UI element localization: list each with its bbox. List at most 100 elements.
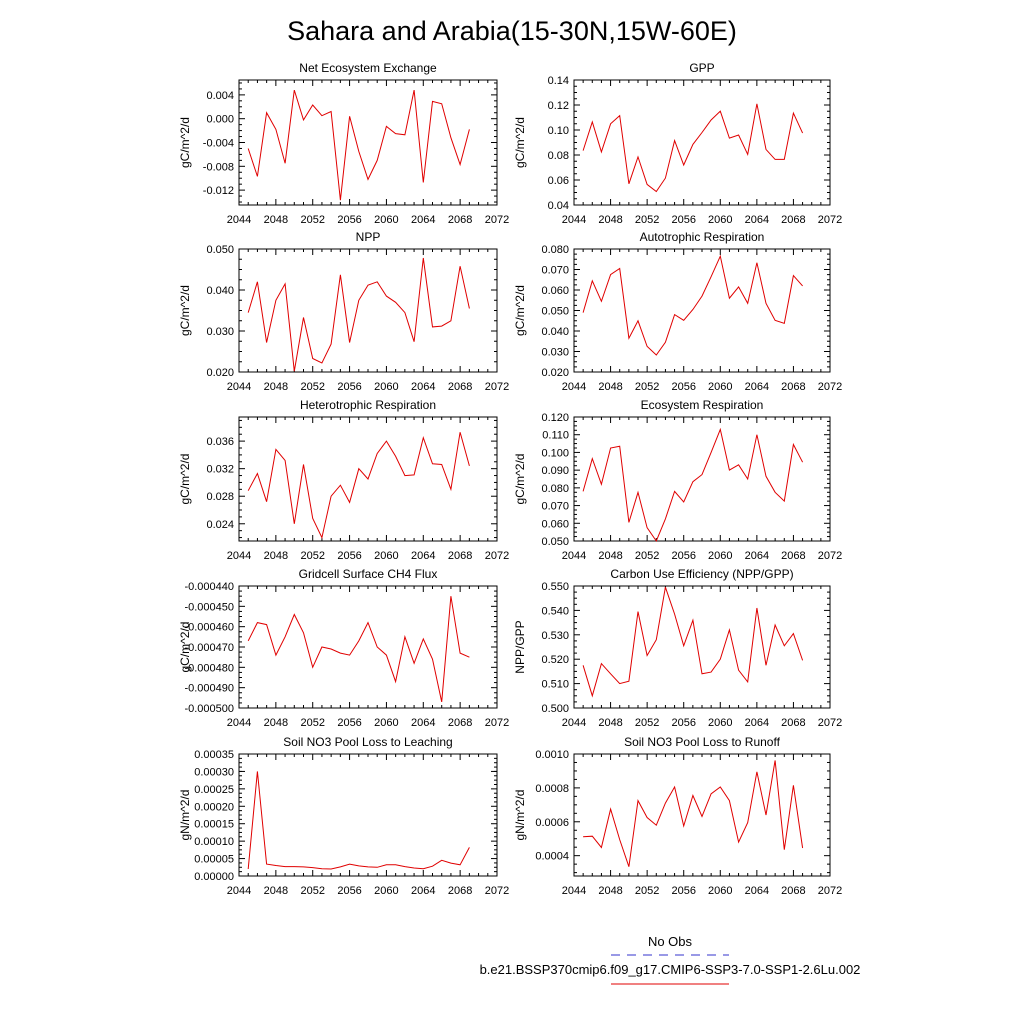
x-tick-label: 2048 <box>598 885 622 897</box>
y-axis-label: gC/m^2/d <box>178 117 192 168</box>
panel-carbon-use-efficiency-npp-gpp: Carbon Use Efficiency (NPP/GPP) NPP/GPP 20… <box>513 567 842 729</box>
y-tick-label: 0.040 <box>541 326 569 338</box>
x-tick-label: 2056 <box>337 214 361 226</box>
x-tick-label: 2064 <box>745 550 769 562</box>
plot-frame <box>573 585 831 709</box>
y-tick-label: 0.00020 <box>194 801 234 813</box>
panel-title: Soil NO3 Pool Loss to Runoff <box>624 735 781 749</box>
plot-frame <box>573 248 831 373</box>
plot-frame <box>573 79 831 206</box>
y-tick-label: 0.0004 <box>535 851 569 863</box>
series-line <box>583 760 804 867</box>
x-tick-label: 2068 <box>781 381 805 393</box>
x-tick-label: 2044 <box>562 214 586 226</box>
y-tick-label: -0.004 <box>203 138 234 150</box>
y-tick-label: 0.050 <box>206 244 234 256</box>
y-tick-label: 0.00030 <box>194 766 234 778</box>
x-tick-label: 2064 <box>745 214 769 226</box>
y-tick-label: 0.10 <box>548 125 569 137</box>
series-line <box>582 427 804 543</box>
x-tick-label: 2068 <box>448 717 472 729</box>
series-line <box>247 596 470 703</box>
panel-title: NPP <box>356 230 381 244</box>
plot-frame <box>238 585 498 709</box>
x-tick-label: 2060 <box>708 717 732 729</box>
y-tick-label: -0.000450 <box>184 601 234 613</box>
x-tick-label: 2060 <box>708 214 732 226</box>
y-tick-label: 0.0010 <box>535 749 569 761</box>
y-tick-label: -0.012 <box>203 185 234 197</box>
y-tick-label: 0.080 <box>541 483 569 495</box>
x-tick-label: 2056 <box>337 550 361 562</box>
x-tick-label: 2052 <box>300 717 324 729</box>
x-tick-label: 2056 <box>671 550 695 562</box>
legend-label-model-run: b.e21.BSSP370cmip6.f09_g17.CMIP6-SSP3-7.… <box>480 962 861 977</box>
x-tick-label: 2068 <box>781 214 805 226</box>
x-tick-label: 2060 <box>708 550 732 562</box>
y-axis-label: gC/m^2/d <box>513 285 527 336</box>
x-tick-label: 2052 <box>635 717 659 729</box>
x-tick-label: 2072 <box>818 717 842 729</box>
legend: No Obs b.e21.BSSP370cmip6.f09_g17.CMIP6-… <box>480 934 861 985</box>
plot-frame <box>238 248 498 373</box>
x-tick-label: 2048 <box>598 550 622 562</box>
x-tick-label: 2072 <box>485 717 509 729</box>
y-axis-label: gN/m^2/d <box>178 790 192 841</box>
y-tick-label: 0.12 <box>548 100 569 112</box>
x-tick-label: 2052 <box>300 550 324 562</box>
x-tick-label: 2060 <box>708 381 732 393</box>
y-tick-label: 0.060 <box>541 518 569 530</box>
x-tick-label: 2056 <box>337 717 361 729</box>
y-tick-label: 0.020 <box>206 367 234 379</box>
x-tick-label: 2056 <box>671 214 695 226</box>
x-tick-label: 2064 <box>411 550 435 562</box>
y-tick-label: 0.100 <box>541 447 569 459</box>
x-tick-label: 2044 <box>227 717 251 729</box>
series-line <box>247 89 470 201</box>
x-tick-label: 2060 <box>374 885 398 897</box>
series-line <box>247 257 470 372</box>
x-tick-label: 2072 <box>818 214 842 226</box>
x-tick-label: 2048 <box>264 214 288 226</box>
panel-title: Ecosystem Respiration <box>641 398 764 412</box>
x-tick-label: 2068 <box>448 381 472 393</box>
x-tick-label: 2060 <box>374 717 398 729</box>
y-tick-label: 0.14 <box>548 75 569 87</box>
panel-soil-no3-pool-loss-to-runoff: Soil NO3 Pool Loss to Runoff gN/m^2/d 2044… <box>513 735 842 897</box>
y-tick-label: 0.00010 <box>194 836 234 848</box>
y-tick-label: 0.00015 <box>194 819 234 831</box>
x-tick-label: 2048 <box>598 717 622 729</box>
series-line <box>247 432 470 540</box>
y-tick-label: -0.000470 <box>184 642 234 654</box>
panel-net-ecosystem-exchange: Net Ecosystem Exchange gC/m^2/d 2044 2048 20… <box>178 61 509 226</box>
x-tick-label: 2056 <box>671 885 695 897</box>
y-tick-label: 0.050 <box>541 536 569 548</box>
y-tick-label: -0.000480 <box>184 662 234 674</box>
y-tick-label: -0.000440 <box>184 581 234 593</box>
panel-ecosystem-respiration: Ecosystem Respiration gC/m^2/d 2044 2048 205… <box>513 398 842 562</box>
x-tick-label: 2064 <box>411 214 435 226</box>
y-tick-label: 0.000 <box>206 114 234 126</box>
plot-frame <box>238 79 498 206</box>
x-tick-label: 2064 <box>411 717 435 729</box>
x-tick-label: 2044 <box>562 381 586 393</box>
x-tick-label: 2072 <box>485 214 509 226</box>
series-line <box>247 771 470 870</box>
panel-autotrophic-respiration: Autotrophic Respiration gC/m^2/d 2044 2048 2… <box>513 230 842 393</box>
x-tick-label: 2068 <box>781 717 805 729</box>
series-line <box>582 254 803 356</box>
plot-frame <box>573 416 831 542</box>
x-tick-label: 2052 <box>635 214 659 226</box>
x-tick-label: 2064 <box>745 717 769 729</box>
x-tick-label: 2052 <box>300 381 324 393</box>
x-tick-label: 2048 <box>264 717 288 729</box>
x-tick-label: 2060 <box>374 550 398 562</box>
y-tick-label: 0.070 <box>541 265 569 277</box>
x-tick-label: 2072 <box>818 381 842 393</box>
y-tick-label: 0.00005 <box>194 854 234 866</box>
y-axis-label: gC/m^2/d <box>178 454 192 505</box>
y-tick-label: 0.06 <box>548 175 569 187</box>
y-tick-label: 0.500 <box>541 703 569 715</box>
y-tick-label: 0.024 <box>206 519 234 531</box>
panel-heterotrophic-respiration: Heterotrophic Respiration gC/m^2/d 2044 204… <box>178 398 509 562</box>
